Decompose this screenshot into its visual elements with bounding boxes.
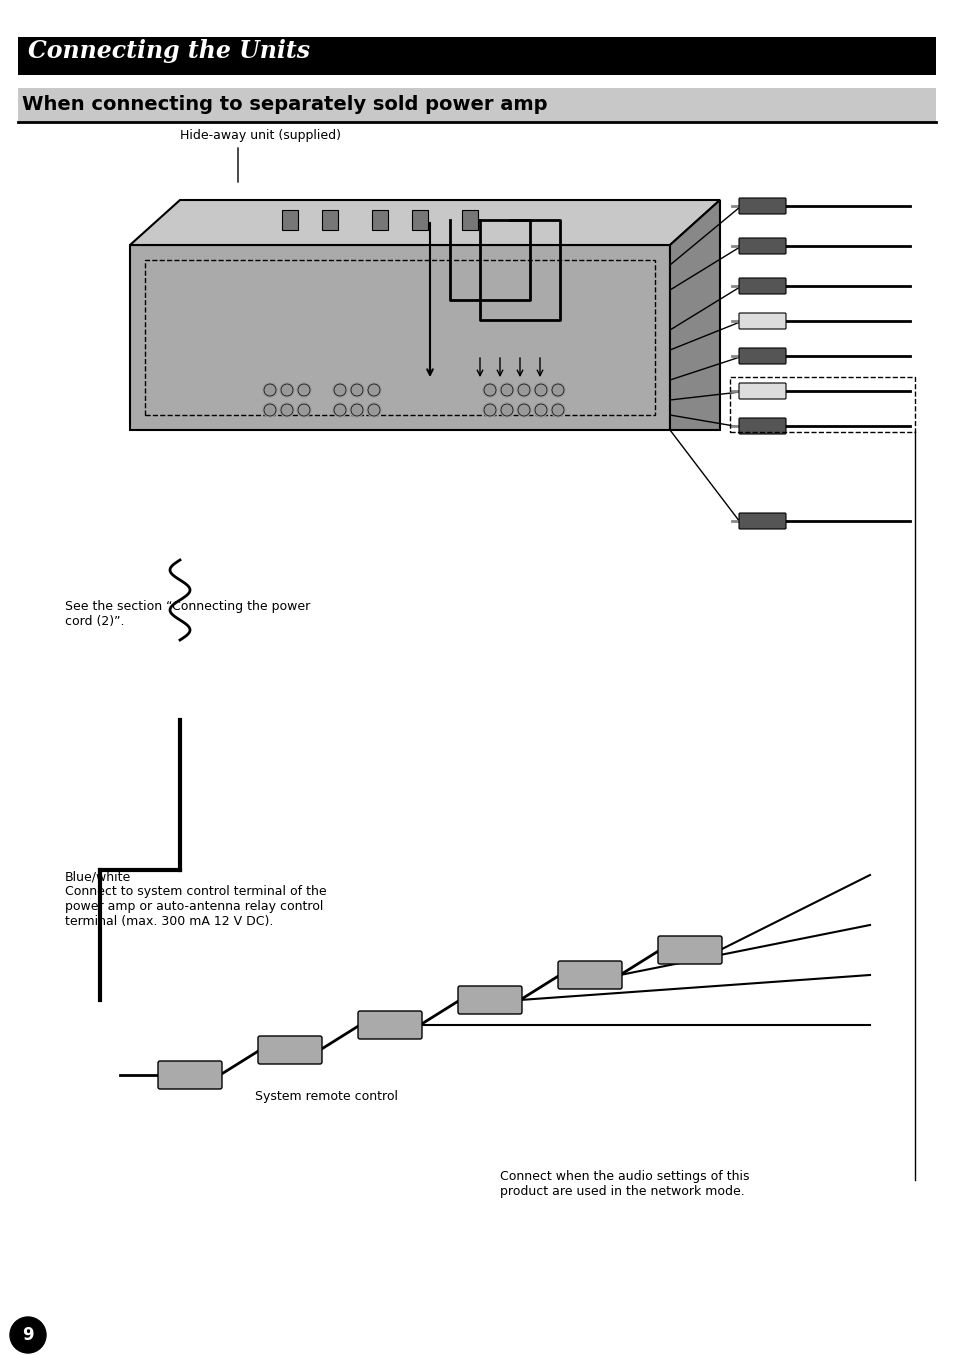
FancyBboxPatch shape [158,1061,222,1089]
Bar [729,377,914,432]
Text: Blue/white
Connect to system control terminal of the
power amp or auto-antenna r: Blue/white Connect to system control ter… [65,870,326,928]
FancyBboxPatch shape [739,238,785,253]
Bar [461,210,477,230]
Bar [282,210,297,230]
Circle shape [296,402,311,417]
Text: See the section “Connecting the power
cord (2)”.: See the section “Connecting the power co… [65,600,310,627]
Circle shape [367,383,380,397]
FancyBboxPatch shape [558,961,621,989]
Circle shape [534,383,547,397]
Bar [145,260,655,415]
FancyBboxPatch shape [739,313,785,329]
Circle shape [263,383,276,397]
FancyBboxPatch shape [739,348,785,364]
Polygon shape [669,201,720,430]
Circle shape [350,402,364,417]
Circle shape [10,1317,46,1354]
Bar [322,210,337,230]
Circle shape [482,383,497,397]
FancyBboxPatch shape [739,417,785,434]
Circle shape [499,402,514,417]
Circle shape [551,402,564,417]
FancyBboxPatch shape [739,198,785,214]
Circle shape [280,383,294,397]
Text: Hide-away unit (supplied): Hide-away unit (supplied) [180,129,340,141]
Circle shape [333,383,347,397]
Circle shape [551,383,564,397]
Circle shape [333,402,347,417]
FancyBboxPatch shape [18,37,935,75]
Text: 9: 9 [22,1327,33,1344]
FancyBboxPatch shape [658,936,721,963]
Circle shape [499,383,514,397]
Circle shape [350,383,364,397]
Text: Connect when the audio settings of this
product are used in the network mode.: Connect when the audio settings of this … [499,1169,749,1198]
Circle shape [534,402,547,417]
Circle shape [263,402,276,417]
Text: Connecting the Units: Connecting the Units [28,39,310,62]
Text: System remote control: System remote control [254,1089,397,1103]
FancyBboxPatch shape [18,88,935,122]
FancyBboxPatch shape [739,383,785,398]
FancyBboxPatch shape [739,514,785,528]
FancyBboxPatch shape [357,1011,421,1039]
FancyBboxPatch shape [457,986,521,1014]
FancyBboxPatch shape [739,278,785,294]
Bar [412,210,428,230]
Circle shape [482,402,497,417]
Circle shape [517,383,531,397]
Bar [372,210,388,230]
Circle shape [367,402,380,417]
Circle shape [517,402,531,417]
Circle shape [296,383,311,397]
Polygon shape [130,201,720,245]
Text: When connecting to separately sold power amp: When connecting to separately sold power… [22,95,547,114]
Circle shape [280,402,294,417]
Polygon shape [130,245,669,430]
FancyBboxPatch shape [257,1037,322,1064]
